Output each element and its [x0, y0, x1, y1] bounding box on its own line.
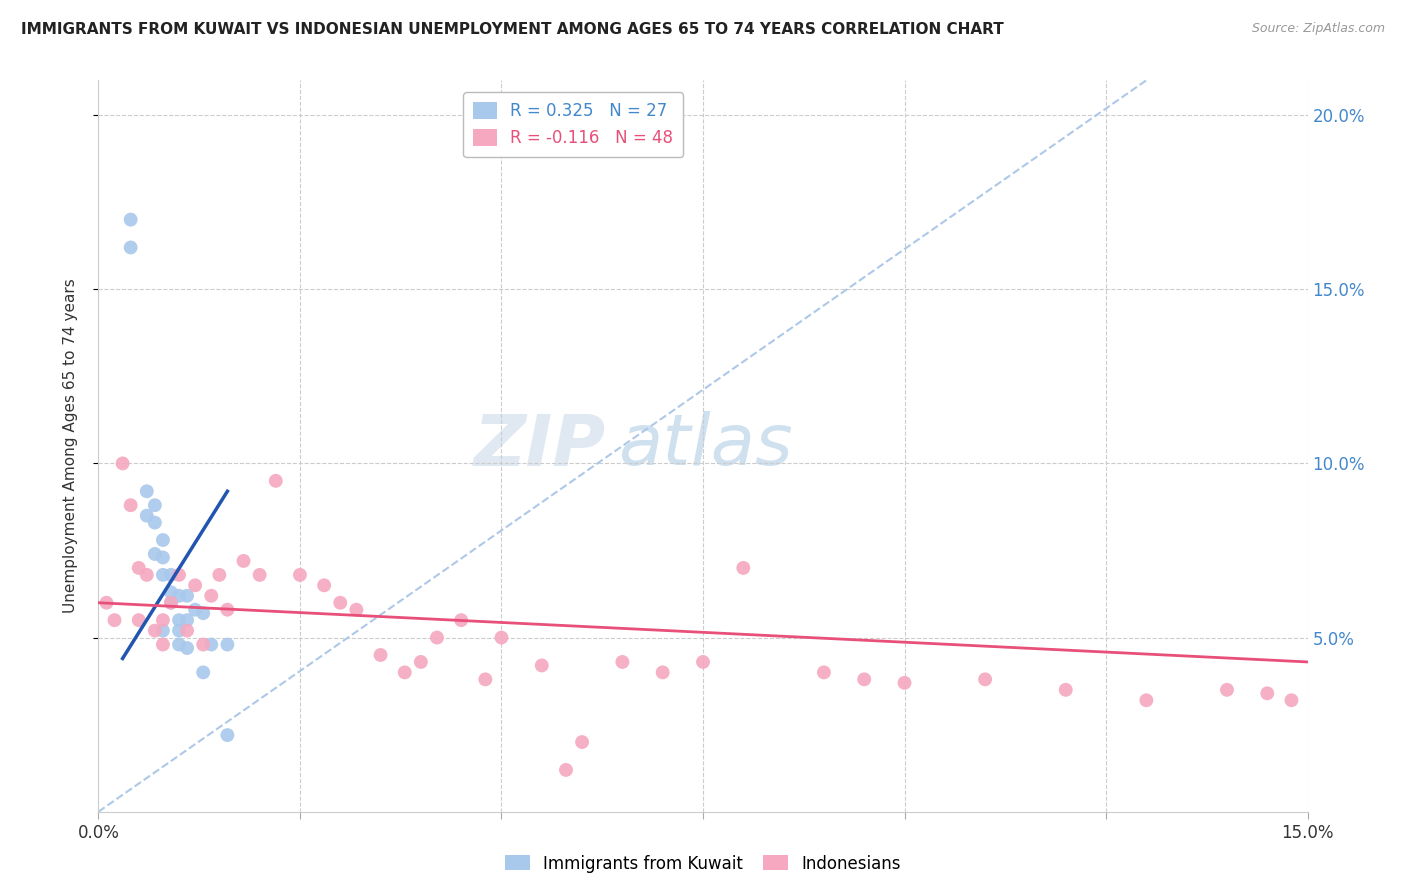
Point — [176, 613, 198, 627]
Text: ZIP: ZIP — [474, 411, 606, 481]
Point — [193, 606, 215, 620]
Point — [167, 624, 190, 638]
Point — [120, 240, 142, 254]
Point — [193, 665, 215, 680]
Point — [184, 578, 207, 592]
Point — [152, 638, 174, 652]
Point — [111, 457, 134, 471]
Legend: Immigrants from Kuwait, Indonesians: Immigrants from Kuwait, Indonesians — [498, 848, 908, 880]
Point — [264, 474, 287, 488]
Point — [530, 658, 553, 673]
Point — [143, 624, 166, 638]
Point — [167, 589, 190, 603]
Point — [232, 554, 254, 568]
Point — [120, 212, 142, 227]
Point — [152, 613, 174, 627]
Legend: R = 0.325   N = 27, R = -0.116   N = 48: R = 0.325 N = 27, R = -0.116 N = 48 — [464, 92, 683, 157]
Point — [200, 589, 222, 603]
Point — [184, 603, 207, 617]
Point — [853, 673, 876, 687]
Point — [1216, 682, 1239, 697]
Point — [450, 613, 472, 627]
Point — [394, 665, 416, 680]
Point — [555, 763, 578, 777]
Point — [143, 498, 166, 512]
Point — [128, 613, 150, 627]
Point — [193, 638, 215, 652]
Y-axis label: Unemployment Among Ages 65 to 74 years: Unemployment Among Ages 65 to 74 years — [63, 278, 77, 614]
Point — [491, 631, 513, 645]
Point — [200, 638, 222, 652]
Point — [651, 665, 673, 680]
Point — [474, 673, 496, 687]
Point — [167, 567, 190, 582]
Point — [120, 498, 142, 512]
Point — [692, 655, 714, 669]
Point — [314, 578, 336, 592]
Point — [176, 624, 198, 638]
Point — [160, 596, 183, 610]
Point — [974, 673, 997, 687]
Point — [96, 596, 118, 610]
Point — [135, 567, 157, 582]
Point — [176, 589, 198, 603]
Point — [176, 640, 198, 655]
Text: IMMIGRANTS FROM KUWAIT VS INDONESIAN UNEMPLOYMENT AMONG AGES 65 TO 74 YEARS CORR: IMMIGRANTS FROM KUWAIT VS INDONESIAN UNE… — [21, 22, 1004, 37]
Point — [135, 484, 157, 499]
Point — [160, 567, 183, 582]
Point — [217, 638, 239, 652]
Text: Source: ZipAtlas.com: Source: ZipAtlas.com — [1251, 22, 1385, 36]
Point — [329, 596, 352, 610]
Point — [344, 603, 367, 617]
Point — [135, 508, 157, 523]
Point — [426, 631, 449, 645]
Point — [612, 655, 634, 669]
Point — [1256, 686, 1278, 700]
Point — [208, 567, 231, 582]
Point — [103, 613, 125, 627]
Point — [217, 603, 239, 617]
Point — [167, 613, 190, 627]
Point — [813, 665, 835, 680]
Point — [1281, 693, 1303, 707]
Point — [143, 547, 166, 561]
Point — [128, 561, 150, 575]
Point — [152, 624, 174, 638]
Point — [1054, 682, 1077, 697]
Point — [217, 728, 239, 742]
Point — [152, 533, 174, 547]
Point — [733, 561, 755, 575]
Point — [152, 550, 174, 565]
Point — [160, 585, 183, 599]
Point — [249, 567, 271, 582]
Point — [160, 596, 183, 610]
Point — [152, 567, 174, 582]
Point — [288, 567, 311, 582]
Point — [143, 516, 166, 530]
Point — [409, 655, 432, 669]
Point — [167, 638, 190, 652]
Point — [571, 735, 593, 749]
Point — [370, 648, 392, 662]
Point — [1135, 693, 1157, 707]
Text: atlas: atlas — [619, 411, 793, 481]
Point — [893, 676, 915, 690]
